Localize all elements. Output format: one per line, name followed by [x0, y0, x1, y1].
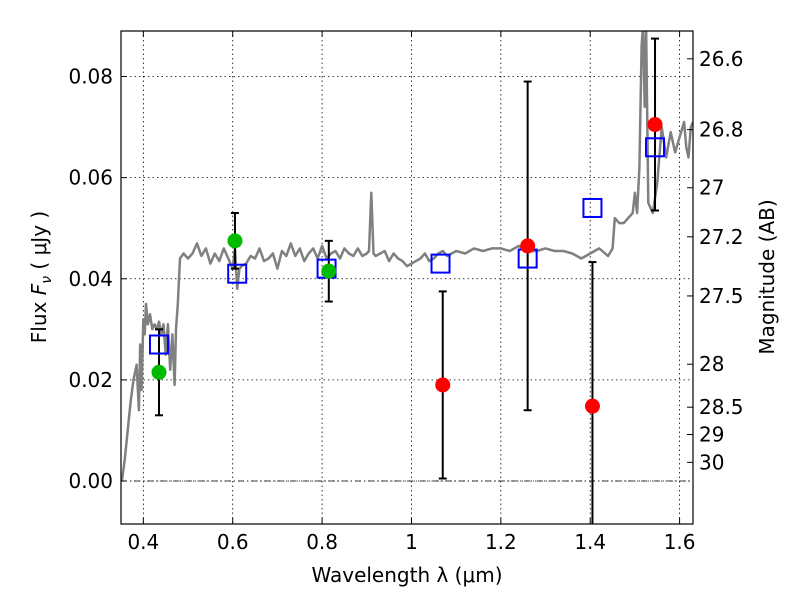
- red_photometry-point: [584, 398, 600, 414]
- y-axis-left: 0.00 0.02 0.04 0.06 0.08: [68, 65, 127, 493]
- y-tick-label: 0.00: [68, 469, 113, 493]
- x-tick-label: 1.2: [485, 530, 517, 554]
- grid: [121, 31, 693, 524]
- magnitude-tick-label: 27.2: [699, 225, 744, 249]
- magnitude-tick-label: 29: [699, 423, 724, 447]
- red_photometry-point: [520, 238, 536, 254]
- model-photometry-square: [227, 263, 248, 284]
- magnitude-tick-label: 26.6: [699, 47, 744, 71]
- model-photometry-square: [430, 253, 451, 274]
- green_photometry-point: [321, 263, 337, 279]
- green_photometry-point: [151, 364, 167, 380]
- x-axis: 0.4 0.6 0.8 1 1.2 1.4 1.6: [127, 31, 696, 554]
- spectrum-layer: [121, 31, 693, 482]
- y-tick-label: 0.06: [68, 166, 113, 190]
- green_photometry-point: [227, 233, 243, 249]
- model-photometry-square: [645, 137, 666, 158]
- y-title-f: F: [27, 283, 51, 295]
- red_photometry-point: [435, 377, 451, 393]
- spectrum-line: [121, 31, 693, 482]
- y-title-flux: Flux: [27, 295, 51, 343]
- y-tick-label: 0.08: [68, 65, 113, 89]
- magnitude-tick-label: 28.5: [699, 395, 744, 419]
- y-axis-right: 26.6 26.8 27 27.2 27.5 28 28.5 29 30: [687, 47, 744, 474]
- x-tick-label: 0.8: [306, 530, 338, 554]
- y-tick-label: 0.02: [68, 368, 113, 392]
- magnitude-tick-label: 30: [699, 450, 724, 474]
- model-photometry-square: [148, 334, 169, 355]
- magnitude-tick-label: 27.5: [699, 284, 744, 308]
- errorbar-layer: [154, 37, 660, 524]
- y-title-unit: ( μJy ): [27, 211, 51, 276]
- plot-frame: [120, 30, 694, 525]
- x-tick-label: 1: [405, 530, 418, 554]
- y-axis-left-title: Flux Fν ( μJy ): [27, 211, 55, 343]
- magnitude-tick-label: 27: [699, 176, 724, 200]
- marker-layer: [148, 117, 666, 414]
- x-tick-label: 1.6: [664, 530, 696, 554]
- model-photometry-square: [582, 197, 603, 218]
- x-axis-title: Wavelength λ (μm): [311, 563, 502, 587]
- red_photometry-point: [647, 117, 663, 133]
- y-title-nu: ν: [39, 276, 55, 284]
- y-tick-label: 0.04: [68, 267, 113, 291]
- x-tick-label: 0.4: [127, 530, 159, 554]
- magnitude-tick-label: 28: [699, 352, 724, 376]
- x-tick-label: 0.6: [217, 530, 249, 554]
- magnitude-tick-label: 26.8: [699, 118, 744, 142]
- y-axis-right-title: Magnitude (AB): [755, 199, 779, 354]
- x-tick-label: 1.4: [574, 530, 606, 554]
